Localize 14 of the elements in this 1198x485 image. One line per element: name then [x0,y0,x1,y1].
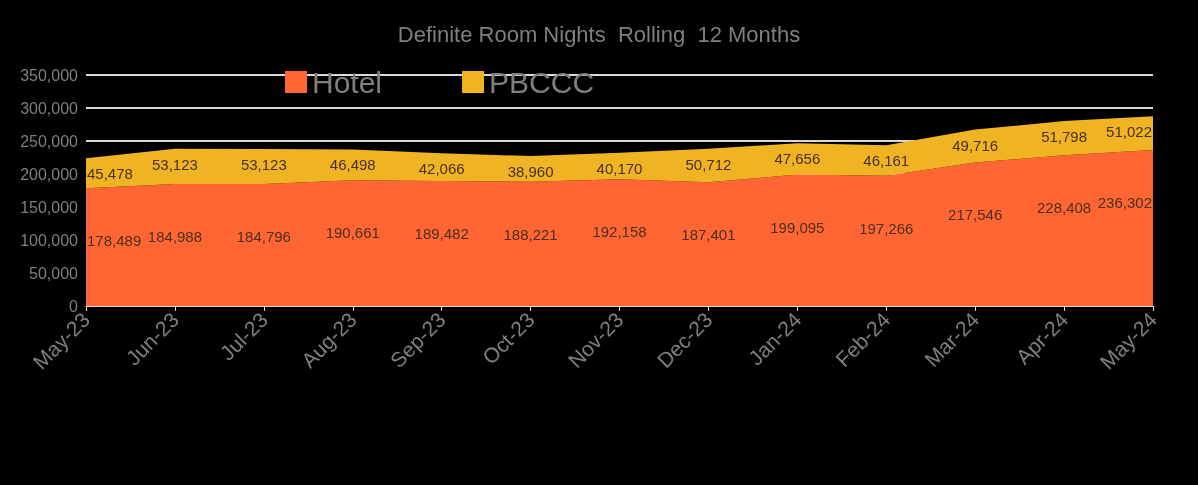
legend-label: PBCCC [489,65,595,99]
data-label: 49,716 [952,136,999,154]
y-tick-label: 0 [69,297,79,315]
data-label: 51,798 [1041,128,1088,146]
y-tick-label: 350,000 [20,66,79,84]
y-tick-label: 150,000 [20,198,79,216]
y-tick-label: 50,000 [29,264,79,282]
y-tick-label: 300,000 [20,99,79,117]
data-label: 51,022 [1106,123,1152,141]
y-tick-label: 250,000 [20,132,79,150]
y-tick-label: 200,000 [20,165,79,183]
y-tick-label: 100,000 [20,231,79,249]
legend-label: Hotel [312,65,383,99]
chart-title: Definite Room Nights Rolling 12 Months [397,21,801,47]
